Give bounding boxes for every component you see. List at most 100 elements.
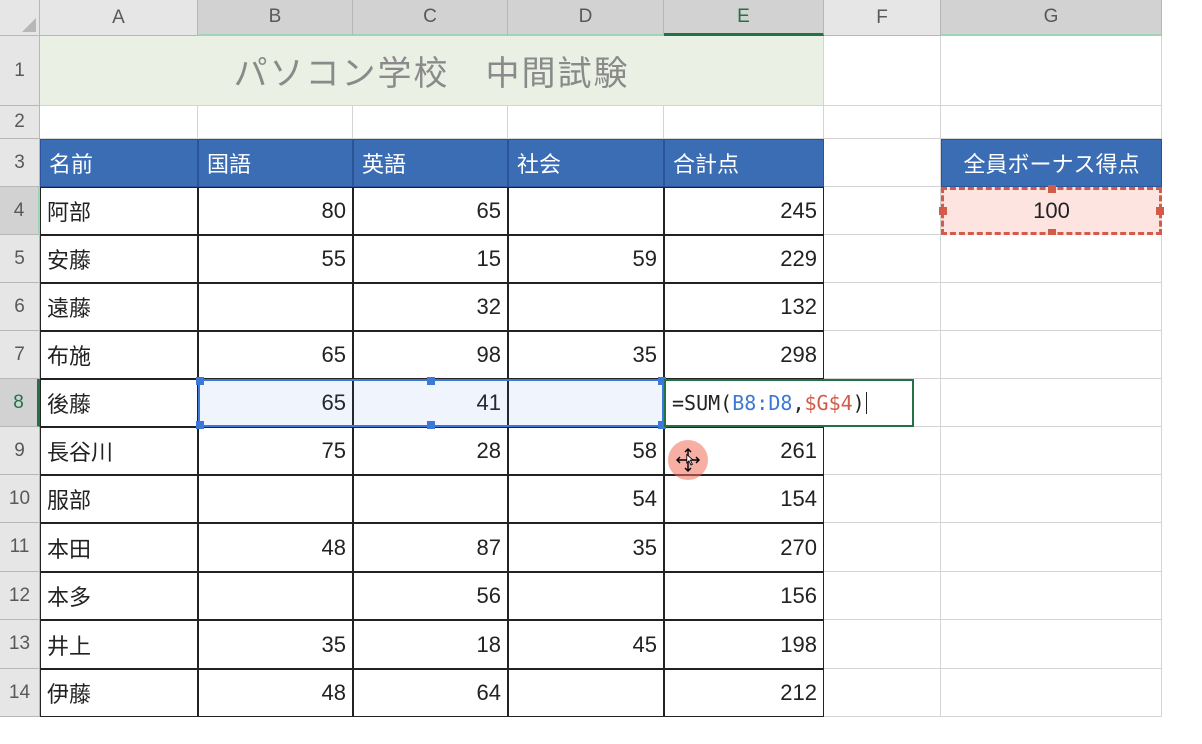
row-header-2[interactable]: 2 <box>0 106 40 139</box>
cell-F9[interactable] <box>824 427 941 475</box>
cell-name-8[interactable]: 後藤 <box>40 379 198 427</box>
cell-C2[interactable] <box>353 106 508 139</box>
cell-G7[interactable] <box>941 331 1162 379</box>
title-banner[interactable]: パソコン学校 中間試験 <box>40 36 824 106</box>
formula-edit-cell-E8[interactable]: =SUM(B8:D8,$G$4) <box>664 379 914 427</box>
cell-name-10[interactable]: 服部 <box>40 475 198 523</box>
cell-G8[interactable] <box>941 379 1162 427</box>
cell-eigo-11[interactable]: 87 <box>353 523 508 572</box>
cell-kokugo-6[interactable] <box>198 283 353 331</box>
cell-F3[interactable] <box>824 139 941 187</box>
cell-name-11[interactable]: 本田 <box>40 523 198 572</box>
cell-G6[interactable] <box>941 283 1162 331</box>
cell-F13[interactable] <box>824 620 941 669</box>
row-header-11[interactable]: 11 <box>0 523 40 572</box>
row-header-3[interactable]: 3 <box>0 139 40 187</box>
spreadsheet-grid[interactable]: A B C D E F G 1 パソコン学校 中間試験 2 3 名前 国語 英語… <box>0 0 1202 717</box>
cell-eigo-8[interactable]: 41 <box>353 379 508 427</box>
cell-eigo-7[interactable]: 98 <box>353 331 508 379</box>
col-header-D[interactable]: D <box>508 0 664 36</box>
th-shakai[interactable]: 社会 <box>508 139 664 187</box>
cell-eigo-13[interactable]: 18 <box>353 620 508 669</box>
cell-eigo-6[interactable]: 32 <box>353 283 508 331</box>
th-name[interactable]: 名前 <box>40 139 198 187</box>
cell-F6[interactable] <box>824 283 941 331</box>
cell-F1[interactable] <box>824 36 941 106</box>
cell-G2[interactable] <box>941 106 1162 139</box>
cell-goukei-9[interactable]: 261 <box>664 427 824 475</box>
row-header-7[interactable]: 7 <box>0 331 40 379</box>
cell-name-14[interactable]: 伊藤 <box>40 669 198 717</box>
cell-kokugo-5[interactable]: 55 <box>198 235 353 283</box>
cell-E2[interactable] <box>664 106 824 139</box>
row-header-14[interactable]: 14 <box>0 669 40 717</box>
cell-shakai-9[interactable]: 58 <box>508 427 664 475</box>
cell-F7[interactable] <box>824 331 941 379</box>
cell-goukei-10[interactable]: 154 <box>664 475 824 523</box>
cell-G13[interactable] <box>941 620 1162 669</box>
col-header-E[interactable]: E <box>664 0 824 36</box>
row-header-8[interactable]: 8 <box>0 379 40 427</box>
th-eigo[interactable]: 英語 <box>353 139 508 187</box>
cell-B2[interactable] <box>198 106 353 139</box>
cell-name-9[interactable]: 長谷川 <box>40 427 198 475</box>
cell-goukei-11[interactable]: 270 <box>664 523 824 572</box>
cell-goukei-13[interactable]: 198 <box>664 620 824 669</box>
bonus-header[interactable]: 全員ボーナス得点 <box>941 139 1162 187</box>
cell-F14[interactable] <box>824 669 941 717</box>
cell-A2[interactable] <box>40 106 198 139</box>
row-header-12[interactable]: 12 <box>0 572 40 620</box>
row-header-5[interactable]: 5 <box>0 235 40 283</box>
cell-kokugo-14[interactable]: 48 <box>198 669 353 717</box>
cell-shakai-8[interactable] <box>508 379 664 427</box>
col-header-C[interactable]: C <box>353 0 508 36</box>
cell-shakai-11[interactable]: 35 <box>508 523 664 572</box>
cell-shakai-7[interactable]: 35 <box>508 331 664 379</box>
cell-kokugo-9[interactable]: 75 <box>198 427 353 475</box>
bonus-value-cell[interactable]: 100 <box>941 187 1162 235</box>
cell-eigo-14[interactable]: 64 <box>353 669 508 717</box>
cell-goukei-14[interactable]: 212 <box>664 669 824 717</box>
cell-F12[interactable] <box>824 572 941 620</box>
cell-name-13[interactable]: 井上 <box>40 620 198 669</box>
cell-kokugo-10[interactable] <box>198 475 353 523</box>
cell-eigo-4[interactable]: 65 <box>353 187 508 235</box>
col-header-B[interactable]: B <box>198 0 353 36</box>
cell-name-5[interactable]: 安藤 <box>40 235 198 283</box>
select-all-corner[interactable] <box>0 0 40 36</box>
th-goukei[interactable]: 合計点 <box>664 139 824 187</box>
cell-goukei-7[interactable]: 298 <box>664 331 824 379</box>
cell-G10[interactable] <box>941 475 1162 523</box>
col-header-A[interactable]: A <box>40 0 198 36</box>
th-kokugo[interactable]: 国語 <box>198 139 353 187</box>
cell-goukei-6[interactable]: 132 <box>664 283 824 331</box>
cell-eigo-5[interactable]: 15 <box>353 235 508 283</box>
col-header-F[interactable]: F <box>824 0 941 36</box>
row-header-13[interactable]: 13 <box>0 620 40 669</box>
row-header-6[interactable]: 6 <box>0 283 40 331</box>
cell-kokugo-4[interactable]: 80 <box>198 187 353 235</box>
cell-kokugo-11[interactable]: 48 <box>198 523 353 572</box>
cell-shakai-10[interactable]: 54 <box>508 475 664 523</box>
cell-G14[interactable] <box>941 669 1162 717</box>
cell-goukei-5[interactable]: 229 <box>664 235 824 283</box>
cell-kokugo-8[interactable]: 65 <box>198 379 353 427</box>
cell-G9[interactable] <box>941 427 1162 475</box>
cell-kokugo-12[interactable] <box>198 572 353 620</box>
cell-F10[interactable] <box>824 475 941 523</box>
row-header-10[interactable]: 10 <box>0 475 40 523</box>
cell-shakai-13[interactable]: 45 <box>508 620 664 669</box>
cell-shakai-6[interactable] <box>508 283 664 331</box>
cell-kokugo-7[interactable]: 65 <box>198 331 353 379</box>
cell-G12[interactable] <box>941 572 1162 620</box>
cell-name-4[interactable]: 阿部 <box>40 187 198 235</box>
cell-goukei-12[interactable]: 156 <box>664 572 824 620</box>
cell-name-6[interactable]: 遠藤 <box>40 283 198 331</box>
cell-F5[interactable] <box>824 235 941 283</box>
cell-eigo-10[interactable] <box>353 475 508 523</box>
cell-shakai-4[interactable] <box>508 187 664 235</box>
cell-G5[interactable] <box>941 235 1162 283</box>
cell-G11[interactable] <box>941 523 1162 572</box>
cell-G1[interactable] <box>941 36 1162 106</box>
cell-F4[interactable] <box>824 187 941 235</box>
